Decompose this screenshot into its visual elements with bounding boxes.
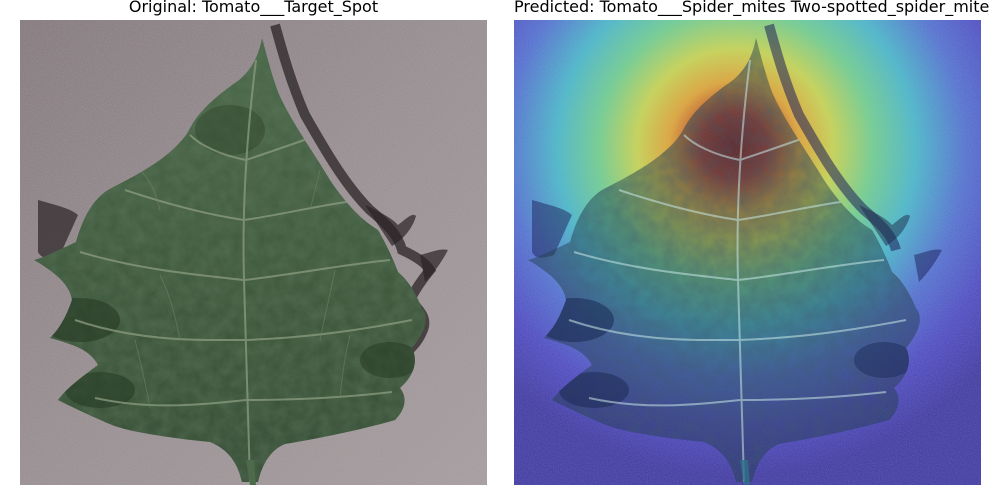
- original-image-title: Original: Tomato___Target_Spot: [128, 0, 379, 16]
- heatmap-overlay-svg: [514, 20, 981, 485]
- original-leaf-svg: [20, 20, 487, 485]
- predicted-image-title: Predicted: Tomato___Spider_mites Two-spo…: [514, 0, 990, 16]
- original-leaf-image: [20, 20, 487, 485]
- heatmap-overlay-image: [514, 20, 981, 485]
